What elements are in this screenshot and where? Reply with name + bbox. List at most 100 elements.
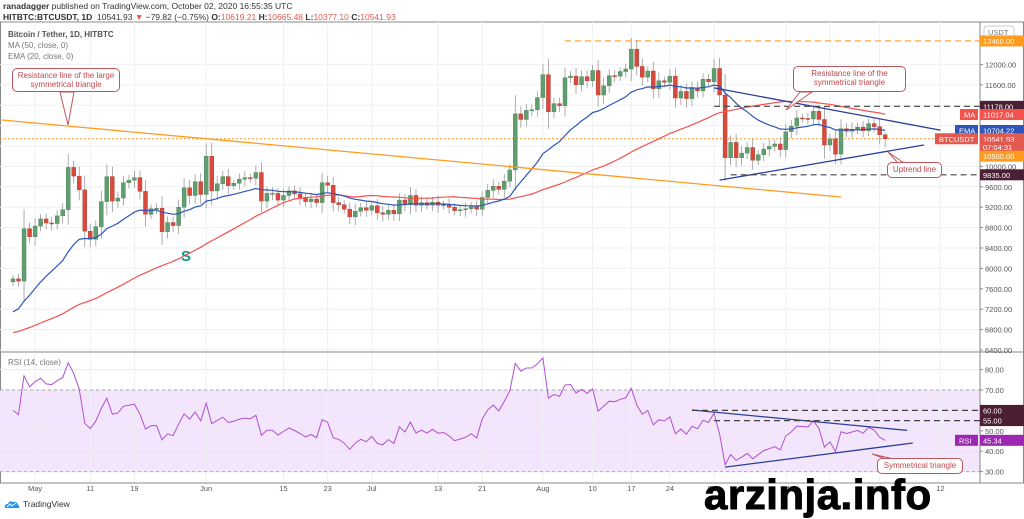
- candle: [838, 128, 844, 155]
- time-tick-label: Aug: [536, 484, 549, 493]
- candle: [800, 117, 805, 120]
- candle: [540, 74, 546, 98]
- candle: [143, 191, 148, 215]
- price-tick-label: 6800.00: [985, 326, 1012, 335]
- candle: [43, 218, 49, 224]
- price-change: −79.82 (−0.75%): [145, 12, 209, 22]
- candle: [314, 198, 319, 203]
- publisher[interactable]: ranadagger: [3, 1, 50, 11]
- candle: [502, 180, 507, 190]
- candle: [220, 176, 225, 184]
- candle: [198, 181, 203, 195]
- candle: [689, 87, 695, 99]
- rsi-tag-label: RSI: [959, 436, 972, 445]
- candle: [722, 94, 728, 158]
- rsi-tick-label: 70.00: [985, 386, 1004, 395]
- price-tag-value: 9835.00: [983, 171, 1010, 180]
- candle: [706, 78, 711, 82]
- drawing-rsi-triangle-support: [724, 442, 913, 468]
- time-tick-label: 10: [588, 484, 596, 493]
- price-tag-value: 10704.22: [983, 126, 1014, 135]
- tradingview-logo[interactable]: TradingView: [4, 499, 70, 509]
- price-tag-label-bg: [960, 109, 978, 121]
- candle: [855, 126, 860, 130]
- candle: [733, 142, 739, 158]
- chart-legend: Bitcoin / Tether, 1D, HITBTC MA (50, clo…: [8, 29, 114, 62]
- time-tick-label: 12: [936, 484, 944, 493]
- down-arrow-icon: ▼: [134, 12, 144, 22]
- annotation-rsi-triangle: Symmetrical triangle: [877, 458, 963, 474]
- rsi-tag-value: 60.00: [983, 406, 1002, 415]
- legend-ema[interactable]: EMA (20, close, 0): [8, 52, 74, 61]
- candle: [88, 230, 93, 240]
- candle: [82, 189, 87, 232]
- candle: [662, 80, 667, 83]
- candle: [441, 204, 446, 206]
- candle: [297, 193, 303, 198]
- candle: [259, 172, 264, 202]
- candle: [215, 183, 220, 192]
- annotation-triangle-resistance: Resistance line of the symmetrical trian…: [793, 66, 906, 92]
- candle: [231, 183, 237, 186]
- candle: [623, 68, 628, 72]
- time-tick-label: 11: [86, 484, 94, 493]
- candle: [391, 210, 397, 215]
- candle: [408, 195, 413, 205]
- candle: [27, 228, 32, 237]
- drawing-triangle-resistance: [713, 87, 941, 131]
- candle: [491, 186, 496, 191]
- candle: [353, 211, 358, 218]
- legend-rsi[interactable]: RSI (14, close): [8, 358, 61, 367]
- candle: [358, 207, 363, 212]
- price-tick-label: 8800.00: [985, 224, 1012, 233]
- candle: [579, 76, 584, 85]
- price-tick-label: 8400.00: [985, 244, 1012, 253]
- candle: [170, 222, 176, 226]
- open-value: 10619.21: [220, 12, 257, 22]
- candle: [369, 205, 374, 211]
- time-tick-label: 13: [434, 484, 442, 493]
- candle: [684, 91, 689, 99]
- candle: [159, 208, 165, 232]
- candle: [767, 146, 772, 150]
- rsi-tick-label: 80.00: [985, 366, 1004, 375]
- candle: [816, 111, 822, 120]
- low-label: L:: [305, 12, 314, 22]
- annotation-large-triangle: Resistance line of the large symmetrical…: [12, 68, 120, 92]
- candle: [264, 193, 270, 202]
- candle: [827, 138, 833, 146]
- candle: [209, 155, 214, 192]
- candle: [595, 70, 601, 96]
- candle: [65, 167, 71, 210]
- candle: [794, 117, 800, 127]
- candle: [513, 113, 518, 171]
- candle: [618, 71, 623, 77]
- candle: [711, 68, 717, 82]
- candle: [761, 148, 766, 155]
- candle: [645, 70, 650, 78]
- candle: [347, 209, 352, 218]
- candle: [535, 97, 540, 110]
- last-price: 10541.93: [96, 12, 133, 22]
- candle: [678, 91, 684, 99]
- candle: [104, 176, 110, 202]
- symbol-info: HITBTC:BTCUSDT, 1D 10541.93 ▼ −79.82 (−0…: [3, 12, 396, 22]
- candle: [342, 204, 347, 210]
- time-tick-label: Jun: [200, 484, 212, 493]
- candle: [468, 206, 474, 209]
- price-tag-label: EMA: [959, 126, 975, 135]
- candle: [756, 154, 761, 161]
- candle: [485, 190, 490, 198]
- price-tick-label: 7600.00: [985, 285, 1012, 294]
- price-tag-bg: [980, 100, 1024, 112]
- price-tag-value: 11017.04: [983, 111, 1014, 120]
- time-tick-label: Jul: [367, 484, 377, 493]
- time-tick-label: 21: [478, 484, 486, 493]
- candle: [325, 182, 330, 186]
- candle: [386, 210, 391, 215]
- close-label: C:: [351, 12, 361, 22]
- candle: [833, 138, 838, 155]
- candle: [364, 207, 369, 211]
- legend-ma[interactable]: MA (50, close, 0): [8, 41, 69, 50]
